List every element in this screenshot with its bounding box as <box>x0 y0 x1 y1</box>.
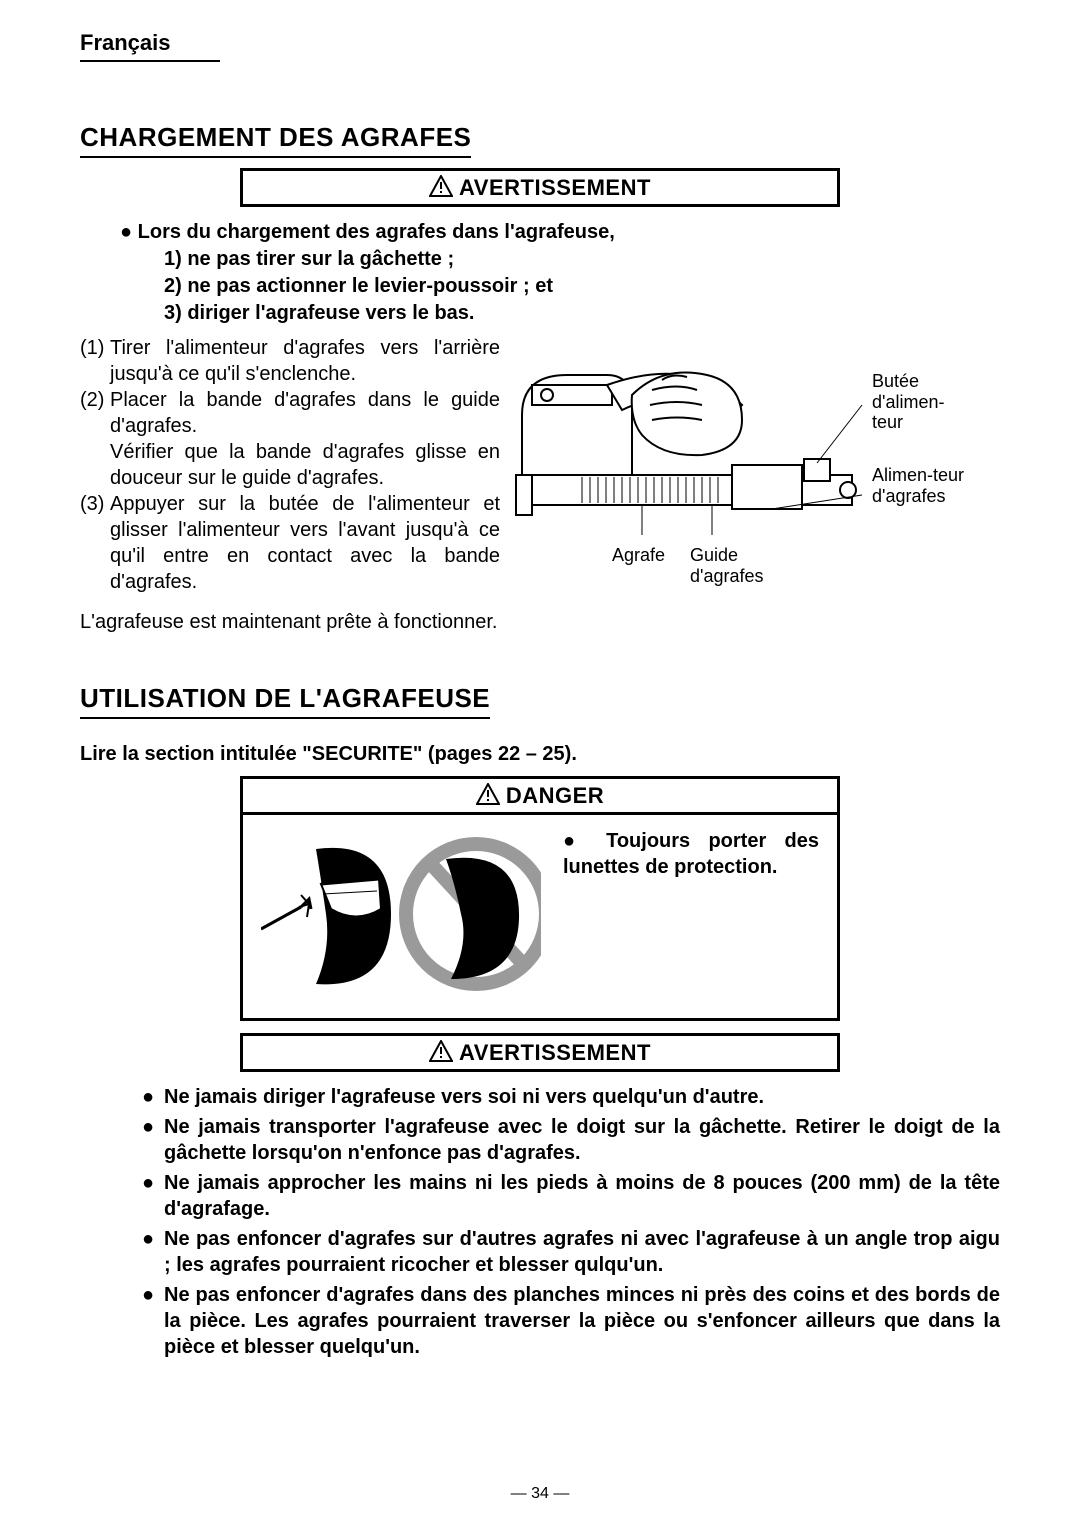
warning-triangle-icon <box>429 175 453 201</box>
warning-bullet-4: ●Ne pas enfoncer d'agrafes sur d'autres … <box>142 1226 1000 1278</box>
warning-triangle-icon <box>476 783 500 809</box>
step-2: (2) Placer la bande d'agrafes dans le gu… <box>80 387 500 439</box>
alert-box-danger: DANGER <box>240 776 840 815</box>
stapler-diagram-icon <box>512 335 872 545</box>
step-2-sub: Vérifier que la bande d'agrafes glisse e… <box>80 439 500 491</box>
step-1: (1) Tirer l'alimenteur d'agrafes vers l'… <box>80 335 500 387</box>
section-utilisation: UTILISATION DE L'AGRAFEUSE Lire la secti… <box>80 673 1000 1360</box>
warning-triangle-icon <box>429 1040 453 1066</box>
ready-text: L'agrafeuse est maintenant prête à fonct… <box>80 609 500 635</box>
steps-and-figure: (1) Tirer l'alimenteur d'agrafes vers l'… <box>80 335 1000 635</box>
danger-text: ● Toujours porter des lunettes de protec… <box>563 829 819 880</box>
security-reference: Lire la section intitulée "SECURITE" (pa… <box>80 743 1000 766</box>
warning-bullet-5: ●Ne pas enfoncer d'agrafes dans des plan… <box>142 1282 1000 1360</box>
section-chargement: CHARGEMENT DES AGRAFES AVERTISSEMENT ● L… <box>80 112 1000 635</box>
danger-figure-box: ● Toujours porter des lunettes de protec… <box>240 815 840 1021</box>
section1-title: CHARGEMENT DES AGRAFES <box>80 122 471 158</box>
section2-title: UTILISATION DE L'AGRAFEUSE <box>80 683 490 719</box>
step-3: (3) Appuyer sur la butée de l'alimenteur… <box>80 491 500 595</box>
danger-label: DANGER <box>506 783 604 809</box>
callout-alimenteur: Alimen-teur d'agrafes <box>872 465 982 506</box>
alert-box-avertissement-2: AVERTISSEMENT <box>240 1033 840 1072</box>
warn-line-3: 3) diriger l'agrafeuse vers le bas. <box>142 300 1000 327</box>
warn-lead: ● Lors du chargement des agrafes dans l'… <box>120 221 615 243</box>
alert-label: AVERTISSEMENT <box>459 175 651 201</box>
no-goggles-prohibit-icon <box>406 844 541 984</box>
steps-column: (1) Tirer l'alimenteur d'agrafes vers l'… <box>80 335 500 635</box>
alert-label: AVERTISSEMENT <box>459 1040 651 1066</box>
callout-guide: Guide d'agrafes <box>690 545 780 586</box>
language-label: Français <box>80 30 171 55</box>
safety-pictograms <box>261 829 541 1004</box>
alert-box-avertissement-1: AVERTISSEMENT <box>240 168 840 207</box>
page-number: — 34 — <box>0 1485 1080 1503</box>
warning-bullet-3: ●Ne jamais approcher les mains ni les pi… <box>142 1170 1000 1222</box>
stapler-figure: Butée d'alimen-teur Alimen-teur d'agrafe… <box>512 335 1000 635</box>
warning-bullet-1: ●Ne jamais diriger l'agrafeuse vers soi … <box>142 1084 1000 1110</box>
goggles-head-icon <box>261 848 391 984</box>
callout-agrafe: Agrafe <box>612 545 665 566</box>
warn-line-1: 1) ne pas tirer sur la gâchette ; <box>142 246 1000 273</box>
language-header: Français <box>80 30 220 62</box>
callout-butee: Butée d'alimen-teur <box>872 371 972 433</box>
warning-bullet-2: ●Ne jamais transporter l'agrafeuse avec … <box>142 1114 1000 1166</box>
usage-warnings-list: ●Ne jamais diriger l'agrafeuse vers soi … <box>142 1084 1000 1360</box>
loading-warning-text: ● Lors du chargement des agrafes dans l'… <box>80 219 1000 327</box>
warn-line-2: 2) ne pas actionner le levier-poussoir ;… <box>142 273 1000 300</box>
